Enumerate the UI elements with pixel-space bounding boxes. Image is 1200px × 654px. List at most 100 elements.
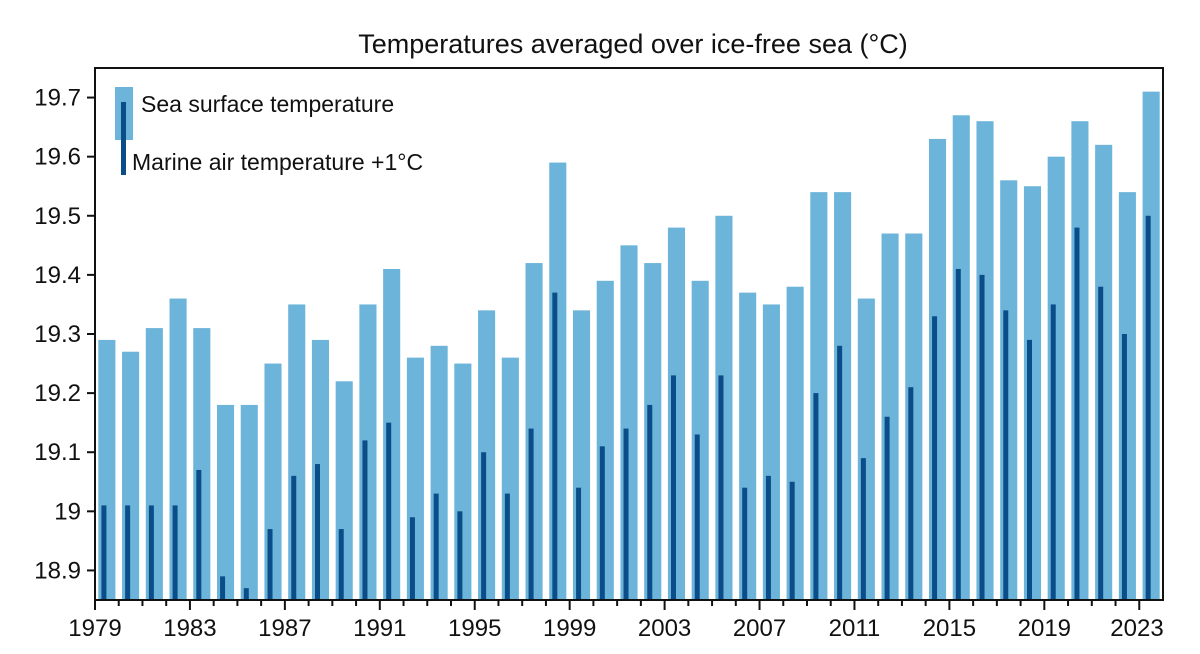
sst-bar-2014 [928, 138, 947, 600]
marine-air-bar-2003 [670, 375, 676, 600]
sst-bar-2020 [1071, 121, 1089, 600]
marine-air-bar-1979 [101, 505, 107, 600]
marine-air-bar-1994 [457, 511, 463, 600]
y-tick-label: 19 [54, 498, 81, 525]
marine-air-bar-1981 [148, 505, 154, 600]
y-tick-label: 19.2 [34, 380, 81, 407]
sst-bar-2000 [596, 280, 614, 600]
sst-bar-2009 [810, 192, 828, 600]
sst-bar-2005 [715, 215, 733, 600]
marine-air-bar-2018 [1026, 339, 1032, 600]
sst-bar-2011 [857, 298, 875, 600]
marine-air-bar-2001 [623, 428, 629, 600]
y-tick-label: 18.9 [34, 557, 81, 584]
marine-air-bar-1984 [220, 576, 226, 600]
sst-bar-1990 [359, 304, 377, 600]
x-tick-label: 2019 [1018, 615, 1071, 642]
marine-air-bar-1995 [481, 452, 487, 600]
legend-sst-label: Sea surface temperature [141, 91, 394, 117]
sst-bar-2021 [1095, 144, 1113, 600]
x-tick-label: 2011 [829, 615, 881, 642]
marine-air-bar-1990 [362, 440, 368, 600]
y-tick-label: 19.4 [34, 262, 81, 289]
marine-air-bar-1985 [243, 588, 249, 600]
marine-air-bar-1993 [433, 493, 439, 600]
sst-bar-2001 [620, 245, 638, 601]
marine-air-bar-2012 [884, 416, 890, 600]
sst-bar-1995 [478, 310, 496, 600]
x-axis: 1979 1983 1987 1991 1995 1999 2003 2007 2011 2015… [68, 600, 1164, 642]
x-tick-label: 1987 [258, 615, 311, 642]
sst-bar-1999 [572, 310, 591, 600]
marine-air-bar-1999 [576, 487, 582, 600]
y-tick-label: 19.3 [34, 321, 81, 348]
marine-air-bar-1991 [386, 422, 392, 600]
marine-air-bar-1997 [528, 428, 534, 600]
marine-air-bar-1992 [409, 517, 415, 600]
legend-mat-swatch [121, 102, 126, 175]
marine-air-bar-2020 [1074, 227, 1080, 600]
marine-air-bar-2011 [860, 458, 866, 600]
sst-bar-1984 [216, 404, 235, 600]
sst-bar-2002 [644, 263, 662, 600]
sst-bar-2015 [952, 115, 970, 601]
x-tick-label: 2003 [638, 615, 691, 642]
sst-bar-1988 [311, 339, 330, 600]
marine-air-bar-2009 [813, 393, 819, 600]
marine-air-bar-2005 [718, 375, 724, 600]
marine-air-bar-2002 [647, 404, 653, 600]
marine-air-bar-2021 [1098, 286, 1104, 600]
y-tick-label: 19.7 [34, 85, 81, 112]
x-tick-label: 1995 [448, 615, 501, 642]
marine-air-bar-1986 [267, 529, 273, 600]
marine-air-bar-1987 [291, 475, 297, 600]
sst-bar-2012 [881, 233, 899, 600]
sst-bar-1987 [288, 304, 306, 600]
sst-bar-2022 [1118, 192, 1136, 600]
sst-bar-2006 [739, 292, 757, 600]
marine-air-bar-1980 [125, 505, 131, 600]
y-tick-label: 19.5 [34, 203, 81, 230]
marine-air-bar-2023 [1145, 215, 1151, 600]
sst-bar-1989 [335, 381, 353, 600]
x-tick-label: 2015 [923, 615, 976, 642]
marine-air-bar-1996 [504, 493, 510, 600]
y-axis: 18.9 19 19.1 19.2 19.3 19.4 19.5 19.6 19.7 [34, 85, 95, 584]
sst-bar-1983 [193, 328, 211, 600]
sst-bar-2023 [1142, 91, 1160, 601]
x-tick-label: 1999 [543, 615, 596, 642]
marine-air-bar-2014 [932, 316, 938, 600]
x-tick-label: 1991 [353, 615, 406, 642]
sst-bar-1994 [454, 363, 472, 600]
marine-air-bar-2013 [908, 387, 914, 600]
sst-bar-1986 [264, 363, 282, 600]
chart-title: Temperatures averaged over ice-free sea … [358, 29, 908, 59]
sst-bar-1992 [406, 357, 424, 600]
marine-air-bar-1989 [338, 529, 344, 600]
marine-air-bar-2007 [765, 475, 771, 600]
marine-air-bar-2015 [955, 268, 961, 600]
sst-bar-1991 [383, 268, 401, 600]
sst-bar-2010 [834, 192, 852, 600]
marine-air-bar-1982 [172, 505, 178, 600]
marine-air-bar-2016 [979, 274, 985, 600]
x-tick-label: 1979 [68, 615, 121, 642]
sst-bar-2004 [691, 280, 709, 600]
sst-bar-2019 [1047, 156, 1065, 600]
marine-air-bar-1998 [552, 292, 558, 600]
marine-air-bar-2008 [789, 481, 795, 600]
marine-air-bar-2019 [1050, 304, 1056, 600]
x-tick-label: 2023 [1110, 615, 1163, 642]
sst-bar-2007 [762, 304, 780, 600]
marine-air-bar-2000 [599, 446, 605, 600]
marine-air-bar-2010 [837, 345, 843, 600]
sst-bar-2013 [905, 233, 923, 600]
marine-air-bar-2022 [1121, 334, 1127, 600]
sst-bar-1981 [145, 328, 163, 600]
sst-bar-1980 [122, 351, 140, 600]
marine-air-bar-1983 [196, 469, 202, 600]
sst-bar-2017 [1000, 180, 1018, 601]
sst-bar-1997 [525, 263, 543, 600]
sst-bar-2018 [1023, 186, 1042, 600]
